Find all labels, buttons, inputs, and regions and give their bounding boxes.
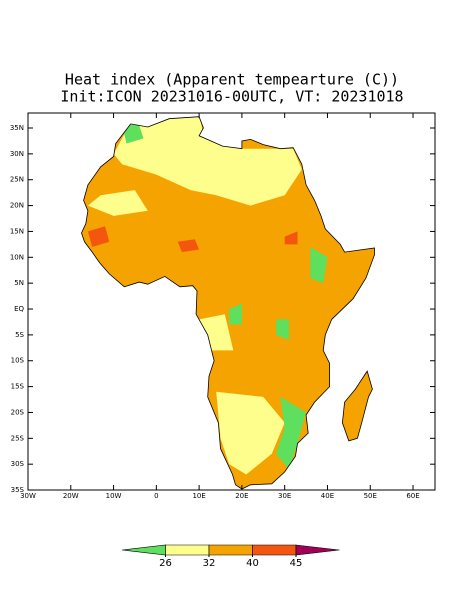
field-region [177,239,200,253]
lon-tick-label: 50E [364,492,377,500]
lat-tick-label: 35N [10,124,24,132]
land [81,116,375,489]
colorbar-segment [295,544,340,556]
lon-tick-label: 30E [278,492,291,500]
lat-tick-label: 35S [11,486,25,494]
lat-tick-label: 30N [10,150,24,158]
lat-tick-label: EQ [14,305,24,313]
lat-tick-label: 20N [10,202,24,210]
tick-layer: 35N 30N 25N 20N 15N 10N 5N EQ 5S 10S 15S 20S 25S 30S 3… [10,113,435,500]
lat-tick-label: 10N [10,253,24,261]
field-region [216,391,285,475]
field-region [87,226,110,247]
lon-tick-label: 0 [154,492,158,500]
colorbar-segment [165,544,210,556]
title-line: Init:ICON 20231016-00UTC, VT: 20231018 [60,88,403,106]
lon-tick-label: 20E [235,492,248,500]
lat-tick-label: 15N [10,227,24,235]
lon-tick-label: 30W [20,492,36,500]
lon-tick-label: 10W [106,492,122,500]
colorbar-label: 45 [290,558,303,569]
colorbar-segment [121,544,166,556]
field-region [87,190,148,216]
lon-tick-label: 20W [63,492,79,500]
lat-tick-label: 25N [10,176,24,184]
colorbar-label: 32 [203,558,216,569]
lat-tick-label: 30S [11,460,25,468]
lat-tick-label: 10S [11,357,25,365]
title-line: Heat index (Apparent tempearture (C)) [65,71,399,89]
lat-tick-label: 5N [14,279,24,287]
colorbar-label: 40 [246,558,259,569]
lon-tick-label: 40E [321,492,334,500]
field-region [276,396,307,470]
coastline [81,116,375,490]
colorbar-segment [252,544,297,556]
field-region [276,319,289,340]
field-region [284,231,298,245]
lon-tick-label: 10E [192,492,205,500]
lat-tick-label: 25S [11,434,25,442]
colorbar: 26 32 40 45 [121,544,340,569]
field-region [229,303,242,325]
colorbar-label: 26 [159,558,172,569]
colorbar-segment [208,544,253,556]
field-region [310,247,328,284]
lat-tick-label: 15S [11,383,25,391]
lon-tick-label: 60E [406,492,419,500]
lat-tick-label: 5S [15,331,24,339]
lat-tick-label: 20S [11,408,25,416]
field-region [113,116,302,206]
